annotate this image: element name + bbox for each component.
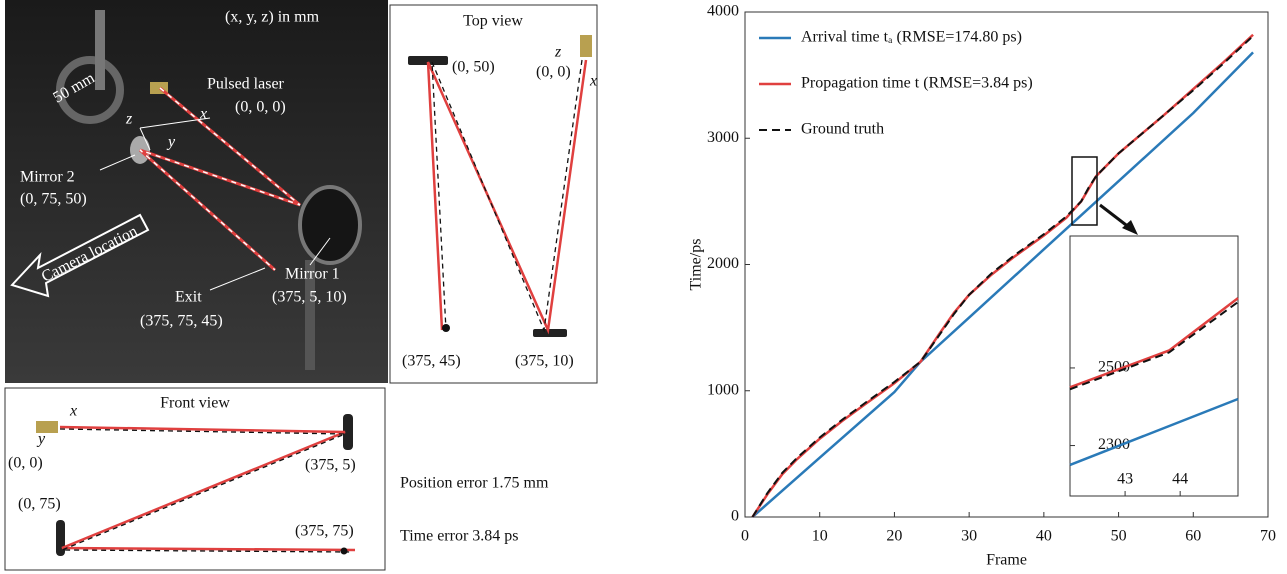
axis [139,117,211,129]
axis [139,127,151,151]
label: (0, 75) [18,496,61,513]
y-tick-label: 4000 [707,3,739,20]
pointer [309,237,331,266]
post [95,10,105,90]
label: (0, 0, 0) [235,99,286,116]
exit-point [340,547,348,555]
x-tick-label: 0 [741,528,749,545]
legend-label: Ground truth [801,121,884,138]
y-tick-label: 3000 [707,129,739,146]
title: Top view [463,13,523,30]
post [305,260,315,370]
label: (375, 5) [305,457,356,474]
photo-panel: Camera location (x, y, z) in mm Pulsed l… [5,0,388,383]
beam [139,86,301,272]
x-tick-label: 40 [1036,528,1052,545]
x-tick-label: 50 [1111,528,1127,545]
y-tick-label: 1000 [707,381,739,398]
y-tick-label: 2000 [707,255,739,272]
mirror-1 [298,185,362,265]
label: x [589,73,597,90]
y-tick-label: 0 [731,508,739,525]
data-line [751,51,1254,518]
y-axis-label: Time/ps [688,239,705,291]
legend-label: Propagation time t (RMSE=3.84 ps) [801,75,1033,92]
label: Mirror 1 [285,266,340,283]
label: x [199,106,207,123]
panel-frame [4,387,386,571]
pointer [209,267,266,291]
label: z [125,111,133,128]
data-line [1069,397,1239,467]
y-tick-label: 2300 [1098,436,1130,453]
title: Front view [160,395,230,412]
laser [36,421,58,433]
pointer [99,154,136,171]
label: z [554,44,562,61]
label: x [69,403,77,420]
label: (375, 75, 45) [140,313,223,330]
label: (375, 75) [295,523,354,540]
label: (0, 50) [452,59,495,76]
label: (375, 5, 10) [272,289,347,306]
mirror [408,56,448,65]
label: (0, 0) [8,455,43,472]
label: Exit [175,289,202,306]
label: (0, 0) [536,64,571,81]
top-view: Top view (0, 50) (0, 0) z x (375, 45) (3… [389,4,598,384]
laser [580,35,592,57]
label: (x, y, z) in mm [225,9,320,26]
x-tick-label: 44 [1172,471,1188,488]
mirror [56,520,65,556]
truth-path [431,59,583,333]
data-line [1069,301,1239,391]
x-tick-label: 30 [961,528,977,545]
beam-path [139,87,301,271]
beam-path [59,425,356,552]
label: (375, 45) [402,353,461,370]
exit-point [442,324,450,332]
front-view: Front view x y (0, 0) (375, 5) (0, 75) (… [4,387,386,571]
label: (0, 75, 50) [20,191,87,208]
plot-frame [1069,235,1239,497]
y-tick-label: 2500 [1098,359,1130,376]
x-tick-label: 70 [1260,528,1276,545]
legend-label: Arrival time tₐ (RMSE=174.80 ps) [801,29,1022,46]
x-tick-label: 10 [812,528,828,545]
note: Time error 3.84 ps [400,528,519,545]
label: y [166,134,176,151]
label: y [36,431,46,448]
note: Position error 1.75 mm [400,475,549,492]
x-tick-label: 43 [1117,471,1133,488]
zoom-arrow [1099,203,1131,230]
label: Pulsed laser [207,76,285,93]
mirror [533,329,567,337]
x-tick-label: 20 [886,528,902,545]
zoom-box [1071,156,1098,226]
label: (375, 10) [515,353,574,370]
zoom-arrowhead [1122,220,1138,235]
mount [56,56,124,124]
data-line [751,35,1254,518]
data-line [1069,297,1239,389]
label: Mirror 2 [20,169,75,186]
mirror [343,414,353,450]
camera-arrow [10,213,150,298]
x-axis-label: Frame [986,552,1027,569]
x-tick-label: 60 [1185,528,1201,545]
